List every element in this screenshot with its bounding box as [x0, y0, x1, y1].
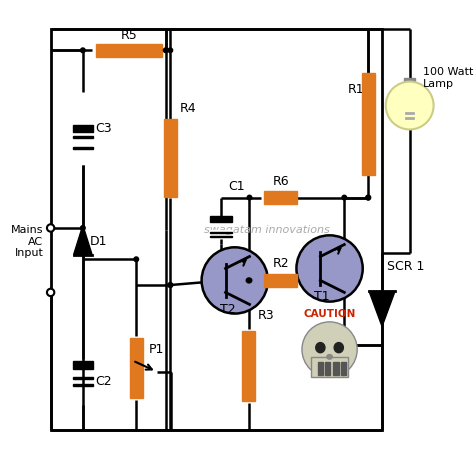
Bar	[311, 357, 348, 377]
Text: P1: P1	[149, 343, 164, 356]
Circle shape	[296, 235, 363, 302]
Text: SCR 1: SCR 1	[387, 260, 424, 273]
Circle shape	[47, 289, 55, 296]
Circle shape	[366, 195, 371, 200]
Circle shape	[386, 81, 434, 130]
Circle shape	[81, 226, 85, 230]
Text: Mains
AC
Input: Mains AC Input	[11, 225, 43, 258]
Text: D1: D1	[90, 235, 108, 248]
Bar	[73, 147, 93, 149]
Circle shape	[168, 48, 173, 53]
Bar	[73, 136, 93, 138]
Bar	[333, 362, 339, 375]
Bar	[325, 362, 330, 375]
Bar	[73, 377, 93, 379]
Bar	[130, 338, 143, 398]
Bar	[73, 384, 93, 386]
Text: T2: T2	[219, 303, 235, 316]
Bar	[164, 119, 177, 197]
Circle shape	[168, 283, 173, 288]
Circle shape	[47, 224, 55, 232]
Circle shape	[246, 278, 251, 283]
Text: R1: R1	[348, 83, 365, 96]
Bar	[73, 140, 93, 149]
Bar	[210, 232, 232, 233]
Text: C1: C1	[228, 180, 245, 193]
Bar	[404, 78, 415, 89]
Text: CAUTION: CAUTION	[303, 309, 356, 319]
Bar	[242, 331, 255, 401]
Text: C3: C3	[96, 122, 112, 135]
Circle shape	[302, 322, 357, 377]
Bar	[264, 191, 297, 204]
Text: R2: R2	[273, 258, 289, 270]
Text: R5: R5	[120, 29, 137, 42]
Text: T1: T1	[314, 289, 330, 303]
Circle shape	[164, 48, 168, 53]
Text: swagatam innovations: swagatam innovations	[204, 225, 330, 235]
Polygon shape	[73, 225, 92, 255]
Bar	[341, 362, 346, 375]
Bar	[96, 44, 162, 57]
Circle shape	[201, 248, 268, 313]
Text: C2: C2	[96, 375, 112, 388]
Ellipse shape	[316, 343, 325, 353]
Bar	[362, 73, 374, 175]
Text: 100 Watt
Lamp: 100 Watt Lamp	[422, 67, 473, 89]
Bar	[264, 274, 297, 287]
Circle shape	[134, 257, 138, 262]
Bar	[318, 362, 323, 375]
Text: R3: R3	[258, 309, 274, 322]
Circle shape	[342, 195, 346, 200]
Circle shape	[247, 195, 252, 200]
Circle shape	[366, 195, 371, 200]
Bar	[210, 236, 232, 237]
Circle shape	[168, 283, 173, 288]
Bar	[51, 29, 382, 430]
Text: R4: R4	[180, 102, 196, 115]
Ellipse shape	[334, 343, 343, 353]
Bar	[210, 216, 232, 222]
Polygon shape	[369, 292, 395, 327]
Bar	[210, 230, 232, 233]
Ellipse shape	[327, 354, 332, 359]
Circle shape	[247, 278, 252, 283]
Text: R6: R6	[273, 175, 289, 187]
Circle shape	[81, 48, 85, 53]
Bar	[73, 360, 93, 369]
Bar	[73, 125, 93, 132]
